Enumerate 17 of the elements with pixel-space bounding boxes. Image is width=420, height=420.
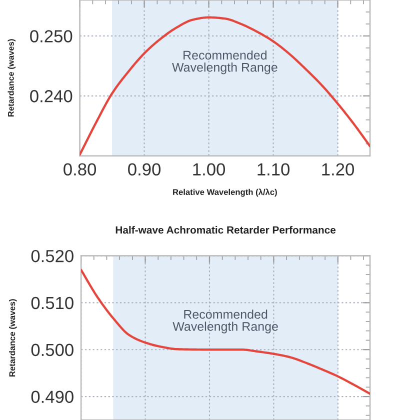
y-axis-title: Retardance (waves): [9, 299, 17, 376]
chart-title: Half-wave Achromatic Retarder Performance: [116, 226, 336, 234]
x-tick-label: 0.90: [128, 163, 161, 176]
y-tick-label: 0.520: [31, 250, 74, 262]
x-tick-label: 1.20: [322, 163, 354, 176]
y-tick-label: 0.250: [30, 30, 72, 42]
x-tick-label: 1.00: [193, 163, 226, 176]
x-axis-title: Relative Wavelength (λ/λc): [173, 188, 277, 197]
y-tick-label: 0.500: [31, 344, 74, 356]
x-tick-label: 1.10: [258, 163, 290, 176]
band-label: Recommended Wavelength Range: [172, 50, 278, 74]
y-tick-label: 0.490: [31, 390, 74, 403]
y-tick-label: 0.240: [30, 90, 72, 102]
band-label: Recommended Wavelength Range: [172, 310, 278, 334]
y-axis-title: Retardance (waves): [8, 39, 16, 116]
y-tick-label: 0.510: [31, 296, 74, 310]
x-tick-label: 0.80: [64, 163, 96, 176]
